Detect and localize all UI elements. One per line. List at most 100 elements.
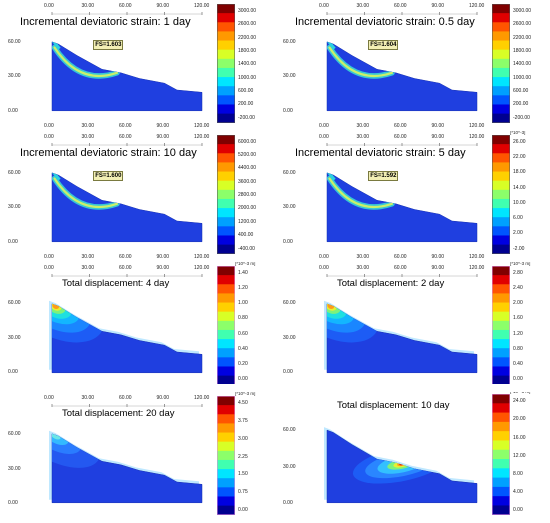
y-tick-label: 0.00 bbox=[283, 500, 293, 506]
colorbar-segment bbox=[217, 432, 235, 443]
colorbar-label: 8.00 bbox=[513, 470, 523, 477]
crest-band bbox=[52, 41, 61, 50]
panel-title: Incremental deviatoric strain: 5 day bbox=[293, 146, 468, 159]
colorbar-segment bbox=[492, 375, 510, 385]
colorbar-label: 4400.00 bbox=[238, 165, 257, 172]
x-tick-label-bottom: 30.00 bbox=[356, 253, 370, 260]
colorbar-segment bbox=[217, 77, 235, 87]
y-tick-label: 60.00 bbox=[283, 38, 296, 45]
colorbar-segment bbox=[492, 292, 510, 303]
colorbar bbox=[217, 265, 235, 385]
y-tick-label: 0.00 bbox=[283, 107, 293, 114]
x-tick-label: 60.00 bbox=[394, 3, 407, 9]
colorbar-label: 4.00 bbox=[513, 488, 523, 495]
colorbar-segment bbox=[217, 67, 235, 78]
panel-1: 0.00 30.00 60.00 90.00 120.00 60.00 30.00 0.00 0… bbox=[0, 0, 275, 131]
colorbar-segment bbox=[217, 104, 235, 115]
colorbar-label: 2800.00 bbox=[238, 192, 257, 199]
colorbar-unit: [*10^-3 m] bbox=[235, 392, 256, 397]
x-tick-label-bottom: 90.00 bbox=[431, 122, 445, 129]
colorbar-label: 2200.00 bbox=[513, 34, 532, 41]
colorbar-segment bbox=[217, 338, 235, 349]
colorbar-wrap bbox=[217, 265, 235, 385]
colorbar-segment bbox=[492, 403, 510, 414]
colorbar-segment bbox=[217, 320, 235, 330]
colorbar-label: 3.75 bbox=[238, 418, 248, 425]
colorbar-label: 0.00 bbox=[513, 376, 523, 383]
panel-title: Incremental deviatoric strain: 1 day bbox=[18, 16, 193, 28]
colorbar-segment bbox=[492, 180, 510, 190]
colorbar-segment bbox=[217, 405, 235, 415]
colorbar-label: 4.50 bbox=[238, 400, 248, 407]
colorbar-segment bbox=[217, 134, 235, 145]
x-tick-label: 30.00 bbox=[81, 133, 95, 140]
y-tick-label: 30.00 bbox=[283, 463, 296, 470]
colorbar-unit: [*10^-3 m] bbox=[510, 261, 531, 266]
slope-body bbox=[51, 41, 203, 112]
y-tick-label: 60.00 bbox=[283, 169, 296, 176]
colorbar-segment bbox=[492, 67, 510, 78]
y-tick-label: 30.00 bbox=[283, 73, 296, 80]
y-tick-label: 30.00 bbox=[283, 334, 296, 341]
colorbar-segment bbox=[217, 329, 235, 339]
slope-body bbox=[51, 172, 203, 242]
colorbar-segment bbox=[492, 274, 510, 285]
colorbar-label: 1.20 bbox=[513, 330, 523, 337]
x-tick-label: 60.00 bbox=[119, 133, 132, 140]
colorbar-label: 16.00 bbox=[513, 434, 526, 441]
colorbar-label: 0.60 bbox=[238, 330, 248, 337]
colorbar-unit: [*10^-3] bbox=[510, 130, 526, 135]
y-tick-label: 30.00 bbox=[8, 204, 21, 210]
colorbar-segment bbox=[217, 244, 235, 254]
colorbar-segment bbox=[217, 356, 235, 367]
x-tick-label: 60.00 bbox=[119, 3, 132, 9]
colorbar-segment bbox=[217, 505, 235, 515]
colorbar-segment bbox=[492, 459, 510, 469]
colorbar-segment bbox=[492, 338, 510, 349]
colorbar-label: 200.00 bbox=[238, 101, 254, 108]
panel-8: 60.00 30.00 0.00 Total displacement: 10 day… bbox=[275, 392, 550, 523]
colorbar-label: 1800.00 bbox=[238, 48, 257, 55]
colorbar-segment bbox=[217, 302, 235, 312]
colorbar-segment bbox=[492, 13, 510, 23]
x-tick-label: 0.00 bbox=[319, 3, 329, 9]
x-tick-label-bottom: 0.00 bbox=[319, 253, 329, 260]
colorbar-label: 1400.00 bbox=[513, 61, 532, 68]
colorbar-label: 600.00 bbox=[238, 88, 254, 95]
colorbar-label: 1200.00 bbox=[238, 218, 257, 225]
colorbar-segment bbox=[492, 4, 510, 14]
colorbar-segment bbox=[492, 468, 510, 479]
colorbar bbox=[217, 4, 235, 123]
factor-of-safety-label: FS=1.603 bbox=[93, 40, 124, 51]
colorbar-segment bbox=[492, 134, 510, 145]
colorbar-segment bbox=[492, 207, 510, 218]
slope-body bbox=[326, 302, 478, 373]
colorbar-label: 2600.00 bbox=[513, 21, 532, 28]
x-tick-label: 90.00 bbox=[156, 3, 170, 9]
colorbar-label: 22.00 bbox=[513, 154, 526, 160]
colorbar-segment bbox=[217, 198, 235, 209]
colorbar-label: 2.00 bbox=[513, 300, 523, 306]
colorbar-segment bbox=[217, 460, 235, 470]
plot-canvas bbox=[326, 142, 478, 242]
colorbar-label: 0.00 bbox=[238, 507, 248, 513]
y-tick-label: 0.00 bbox=[283, 238, 293, 245]
x-tick-label-bottom: 90.00 bbox=[156, 253, 170, 260]
panel-3: 0.00 30.00 60.00 90.00 120.00 60.00 30.00 0.00 0… bbox=[0, 131, 275, 262]
x-tick-label-bottom: 120.00 bbox=[469, 122, 485, 129]
x-tick-label-bottom: 60.00 bbox=[119, 253, 132, 260]
x-tick-label-bottom: 60.00 bbox=[394, 253, 407, 260]
colorbar-segment bbox=[217, 478, 235, 488]
colorbar-segment bbox=[217, 58, 235, 69]
slip-band-inner bbox=[328, 46, 394, 78]
colorbar-segment bbox=[217, 451, 235, 461]
colorbar-segment bbox=[217, 487, 235, 498]
x-tick-label-bottom: 0.00 bbox=[44, 253, 54, 260]
colorbar-segment bbox=[217, 226, 235, 236]
colorbar-segment bbox=[217, 171, 235, 181]
colorbar bbox=[492, 134, 510, 254]
colorbar-wrap bbox=[492, 134, 510, 254]
colorbar-segment bbox=[217, 143, 235, 154]
y-tick-label: 60.00 bbox=[8, 431, 21, 437]
colorbar-segment bbox=[217, 189, 235, 200]
